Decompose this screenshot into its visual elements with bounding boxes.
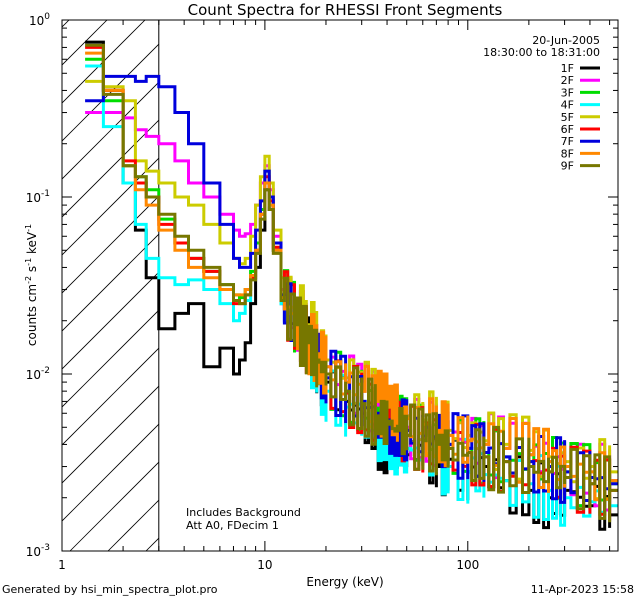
hatch-line <box>62 423 159 522</box>
hatch-line <box>0 0 100 551</box>
x-tick-label: 100 <box>456 558 479 572</box>
series-line-9F <box>85 43 618 523</box>
hatch-line <box>62 157 159 256</box>
x-tick-label: 1 <box>58 558 66 572</box>
y-label-part: s <box>25 266 39 276</box>
y-tick-label: 10-3 <box>26 543 50 559</box>
x-tick-label: 10 <box>257 558 272 572</box>
hatch-line <box>62 119 159 218</box>
y-label-sup: -2 <box>24 276 33 284</box>
legend-label: 3F <box>561 86 574 99</box>
hatch-line <box>564 0 640 551</box>
legend-label: 9F <box>561 160 574 173</box>
hatch-line <box>62 43 159 142</box>
series-layer <box>85 40 618 531</box>
legend-entry-6F: 6F <box>561 123 600 136</box>
hatch-line <box>62 309 159 408</box>
legend-label: 5F <box>561 111 574 124</box>
legend-entry-1F: 1F <box>561 62 600 75</box>
y-label-part: counts cm <box>25 284 39 346</box>
legend-entry-9F: 9F <box>561 160 600 173</box>
generated-by-text: Generated by hsi_min_spectra_plot.pro <box>2 583 218 596</box>
date-label: 20-Jun-2005 <box>532 34 600 47</box>
y-label-sup: -1 <box>24 258 33 266</box>
y-tick-label: 10-2 <box>26 366 50 382</box>
attenuator-note: Att A0, FDecim 1 <box>186 519 279 532</box>
legend-label: 6F <box>561 123 574 136</box>
legend-entry-2F: 2F <box>561 74 600 87</box>
legend-label: 7F <box>561 135 574 148</box>
y-label-part: keV <box>25 231 39 258</box>
chart-title: Count Spectra for RHESSI Front Segments <box>188 1 503 19</box>
legend-label: 2F <box>561 74 574 87</box>
y-tick-label: 10-1 <box>26 189 50 205</box>
hatch-line <box>62 195 159 294</box>
legend-entry-8F: 8F <box>561 147 600 160</box>
hatch-line <box>62 20 146 104</box>
hatch-line <box>602 0 640 551</box>
x-axis-label: Energy (keV) <box>306 575 383 589</box>
y-axis-label: counts cm-2 s-1 keV-1 <box>24 224 39 346</box>
legend-label: 8F <box>561 147 574 160</box>
hatch-line <box>62 385 159 484</box>
time-range-label: 18:30:00 to 18:31:00 <box>483 46 600 59</box>
y-label-sup: -1 <box>24 224 33 232</box>
x-axis: 1 10 100 <box>58 20 611 572</box>
legend-entry-7F: 7F <box>561 135 600 148</box>
hatch-line <box>62 20 108 66</box>
legend-entry-3F: 3F <box>561 86 600 99</box>
y-tick-label: 100 <box>29 12 50 28</box>
legend-label: 1F <box>561 62 574 75</box>
y-axis: 100 10-1 10-2 10-3 <box>26 12 618 559</box>
legend-entry-5F: 5F <box>561 111 600 124</box>
hatch-line <box>62 233 159 332</box>
timestamp-text: 11-Apr-2023 15:58 <box>530 583 634 596</box>
legend-entry-4F: 4F <box>561 99 600 112</box>
legend-label: 4F <box>561 99 574 112</box>
plot-frame <box>61 19 619 552</box>
background-note: Includes Background <box>186 506 301 519</box>
